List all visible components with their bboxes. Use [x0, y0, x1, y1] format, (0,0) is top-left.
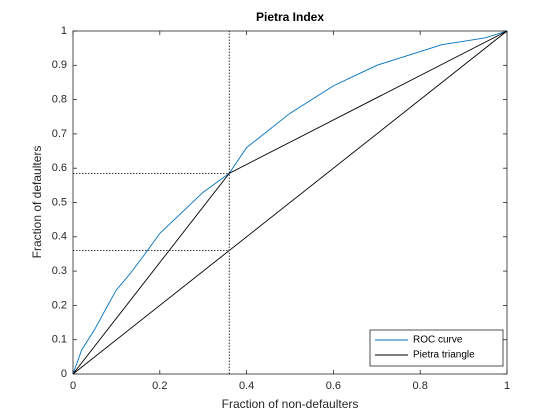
y-tick-label: 0.3	[52, 265, 67, 277]
y-axis-label: Fraction of defaulters	[30, 146, 44, 259]
x-tick-label: 0.8	[413, 380, 428, 392]
y-tick-label: 0.5	[52, 196, 67, 208]
x-tick-label: 1	[504, 380, 510, 392]
x-axis-label: Fraction of non-defaulters	[222, 397, 359, 411]
y-tick-label: 0.7	[52, 128, 67, 140]
legend-label: Pietra triangle	[413, 350, 475, 361]
y-tick-label: 1	[61, 25, 67, 37]
y-tick-label: 0.6	[52, 162, 67, 174]
y-tick-label: 0.8	[52, 94, 67, 106]
x-tick-label: 0.4	[239, 380, 254, 392]
legend-box	[369, 329, 504, 367]
chart-title: Pietra Index	[256, 10, 324, 24]
legend-label: ROC curve	[413, 335, 463, 346]
x-tick-label: 0.2	[152, 380, 167, 392]
y-tick-label: 0.4	[52, 231, 67, 243]
series-line	[72, 30, 508, 375]
x-tick-label: 0	[70, 380, 76, 392]
y-tick-label: 0.9	[52, 59, 67, 71]
y-tick-label: 0.2	[52, 299, 67, 311]
x-tick-label: 0.6	[326, 380, 341, 392]
y-tick-label: 0	[61, 368, 67, 380]
y-tick-label: 0.1	[52, 334, 67, 346]
series-line	[72, 30, 508, 375]
